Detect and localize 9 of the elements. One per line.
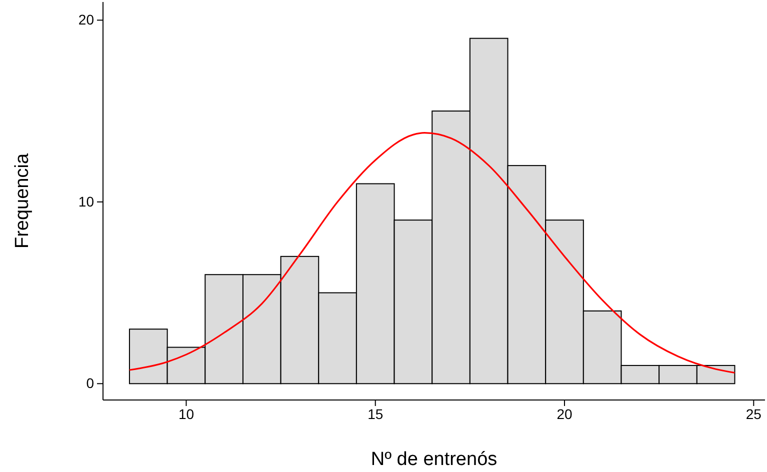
x-axis-title: Nº de entrenós	[370, 449, 498, 470]
x-tick-label: 10	[178, 406, 194, 422]
x-tick-label: 20	[556, 406, 573, 422]
x-tick-label: 15	[368, 406, 384, 422]
y-axis-title: Frequencia	[12, 153, 33, 249]
y-tick-label: 0	[86, 375, 94, 392]
y-tick-label: 20	[78, 12, 94, 28]
x-tick-label: 25	[746, 406, 762, 422]
y-tick-label: 10	[78, 193, 94, 210]
